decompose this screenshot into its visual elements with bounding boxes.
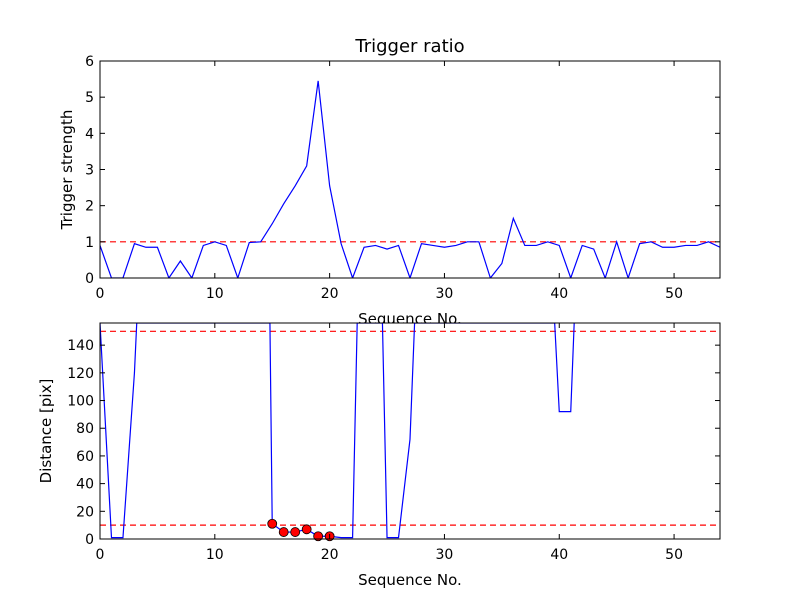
chart2-y-tick-label: 100 bbox=[67, 394, 94, 410]
chart1-x-tick-label: 10 bbox=[206, 286, 224, 302]
chart1-x-tick-label: 30 bbox=[436, 286, 454, 302]
chart1-x-tick-label: 20 bbox=[321, 286, 339, 302]
chart2-x-tick-label: 20 bbox=[321, 547, 339, 563]
chart1-y-tick-label: 4 bbox=[85, 126, 94, 142]
chart2-y-tick-label: 40 bbox=[76, 477, 94, 493]
chart1-y-tick-label: 6 bbox=[85, 54, 94, 70]
chart2-series-line-1 bbox=[100, 323, 575, 539]
chart2-x-tick-label: 30 bbox=[436, 547, 454, 563]
chart2-marker-3 bbox=[290, 527, 301, 537]
chart1-y-tick-label: 5 bbox=[85, 90, 94, 106]
chart2-marker-2 bbox=[278, 527, 289, 537]
chart2-x-tick-label: 40 bbox=[550, 547, 568, 563]
chart2-marker-5 bbox=[313, 531, 324, 542]
chart2-marker-1 bbox=[267, 518, 278, 529]
chart2-y-tick-label: 20 bbox=[76, 504, 94, 520]
chart2-y-tick-label: 80 bbox=[76, 421, 94, 437]
chart2-axes-frame bbox=[99, 322, 721, 540]
chart1-y-axis-label: Trigger strength bbox=[58, 110, 76, 231]
chart2-marker-4 bbox=[301, 524, 312, 535]
chart2-x-tick-label: 50 bbox=[665, 547, 683, 563]
chart1-y-tick-label: 3 bbox=[85, 163, 94, 179]
chart1-y-tick-label: 2 bbox=[85, 199, 94, 215]
chart1-x-tick-label: 40 bbox=[550, 286, 568, 302]
chart1-x-tick-label: 0 bbox=[96, 286, 105, 302]
chart2-x-tick-label: 10 bbox=[206, 547, 224, 563]
chart1-plot-area bbox=[100, 61, 720, 278]
chart2-y-tick-label: 0 bbox=[85, 532, 94, 548]
chart2-x-tick-label: 0 bbox=[96, 547, 105, 563]
chart2-x-axis-label: Sequence No. bbox=[358, 571, 462, 589]
chart1-y-tick-label: 0 bbox=[85, 271, 94, 287]
chart2-y-axis-label: Distance [pix] bbox=[37, 379, 55, 484]
chart2-y-tick-label: 120 bbox=[67, 366, 94, 382]
chart2-y-tick-label: 140 bbox=[67, 338, 94, 354]
chart1-series-line-1 bbox=[100, 80, 720, 278]
chart1-title: Trigger ratio bbox=[354, 36, 464, 57]
chart1-x-tick-label: 50 bbox=[665, 286, 683, 302]
chart1-y-tick-label: 1 bbox=[85, 235, 94, 251]
chart2-y-tick-label: 60 bbox=[76, 449, 94, 465]
